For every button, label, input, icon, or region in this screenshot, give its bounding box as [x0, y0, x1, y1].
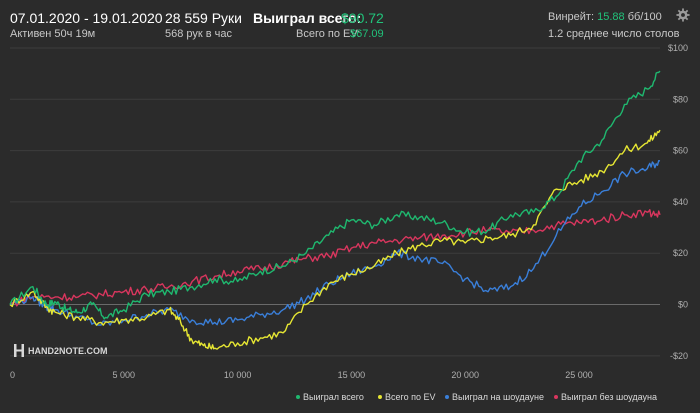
legend-label: Всего по EV — [385, 392, 435, 402]
winrate-value: 15.88 — [597, 11, 625, 23]
active-time: Активен 50ч 19м — [10, 28, 96, 40]
legend-item[interactable]: Выиграл без шоудауна — [554, 392, 657, 402]
hand2note-logo — [14, 344, 24, 357]
legend-label: Выиграл без шоудауна — [561, 392, 657, 402]
legend-item[interactable]: Всего по EV — [378, 392, 435, 402]
legend-dot — [445, 395, 449, 399]
y-axis-ticks: $100 $80 $60 $40 $20 $0 -$20 — [668, 44, 688, 361]
legend-dot — [296, 395, 300, 399]
y-tick-label: $40 — [673, 197, 688, 207]
ev-total-value: $67.09 — [350, 28, 384, 40]
series-line — [9, 209, 661, 307]
chart-series — [9, 70, 661, 350]
series-line — [9, 70, 661, 320]
legend-item[interactable]: Выиграл всего — [296, 392, 364, 402]
legend-item[interactable]: Выиграл на шоудауне — [445, 392, 544, 402]
avg-tables: 1.2 среднее число столов — [548, 28, 680, 40]
y-tick-label: $0 — [678, 300, 688, 310]
legend: Выиграл всего Всего по EV Выиграл на шоуда… — [296, 392, 657, 402]
legend-label: Выиграл всего — [303, 392, 364, 402]
watermark-text: HAND2NOTE.COM — [28, 346, 108, 356]
x-tick-label: 25 000 — [565, 370, 593, 380]
y-tick-label: -$20 — [670, 351, 688, 361]
ev-total-label: Всего по EV: — [296, 28, 361, 40]
profit-chart: 0 5 000 10 000 15 000 20 000 25 000 $100 $80 $6… — [9, 44, 688, 402]
legend-label: Выиграл на шоудауне — [452, 392, 544, 402]
watermark: HAND2NOTE.COM — [14, 344, 108, 357]
gear-icon[interactable] — [676, 8, 690, 22]
legend-dot — [378, 395, 382, 399]
y-tick-label: $20 — [673, 248, 688, 258]
hands-per-hour: 568 рук в час — [165, 28, 233, 40]
y-tick-label: $60 — [673, 146, 688, 156]
won-total-value: $90.72 — [341, 10, 384, 26]
won-total-label: Выиграл всего: — [253, 10, 362, 26]
y-tick-label: $80 — [673, 94, 688, 104]
date-range: 07.01.2020 - 19.01.2020 — [10, 10, 163, 26]
x-tick-label: 10 000 — [224, 370, 252, 380]
series-line — [9, 129, 661, 350]
x-tick-label: 5 000 — [113, 370, 136, 380]
stats-header: 07.01.2020 - 19.01.2020 Активен 50ч 19м … — [0, 0, 700, 44]
winrate: Винрейт: 15.88 бб/100 — [548, 11, 662, 23]
winrate-unit: бб/100 — [627, 11, 662, 23]
legend-dot — [554, 395, 558, 399]
winrate-label: Винрейт: — [548, 11, 595, 23]
series-line — [9, 160, 661, 326]
x-tick-label: 20 000 — [451, 370, 479, 380]
x-axis-ticks: 0 5 000 10 000 15 000 20 000 25 000 — [10, 370, 593, 380]
y-tick-label: $100 — [668, 44, 688, 53]
hands-count: 28 559 Руки — [165, 10, 242, 26]
x-tick-label: 0 — [10, 370, 15, 380]
chart-grid — [10, 47, 660, 357]
x-tick-label: 15 000 — [338, 370, 366, 380]
